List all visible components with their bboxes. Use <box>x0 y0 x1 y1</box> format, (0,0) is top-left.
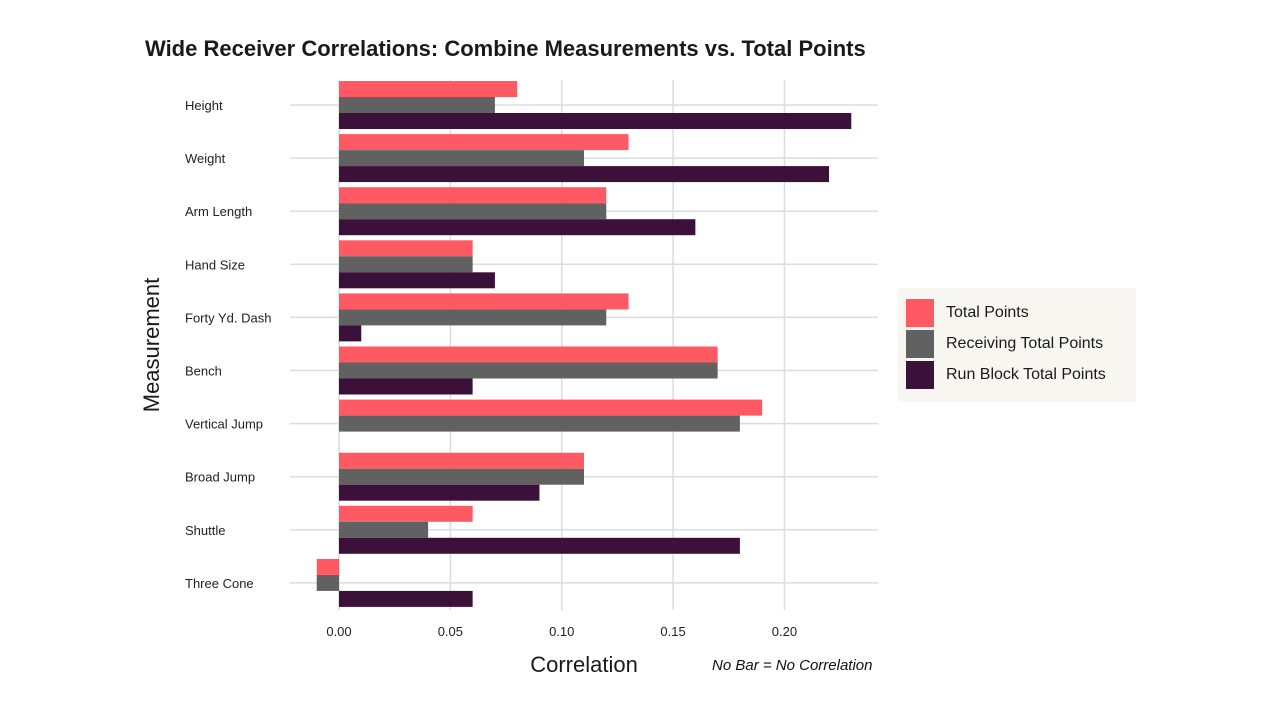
bar-run-block-total-points <box>339 484 540 501</box>
bar-receiving-total-points <box>339 521 429 538</box>
y-tick-label: Bench <box>185 364 222 379</box>
y-tick-label: Broad Jump <box>185 470 255 485</box>
bar-run-block-total-points <box>339 590 473 607</box>
bar-total-points <box>339 346 718 363</box>
bar-receiving-total-points <box>316 574 339 591</box>
y-tick-label: Height <box>185 98 223 113</box>
legend-key <box>906 361 934 389</box>
bar-receiving-total-points <box>339 468 584 485</box>
legend-item: Total Points <box>906 299 1029 327</box>
bar-total-points <box>339 452 584 469</box>
legend-item: Run Block Total Points <box>906 361 1106 389</box>
legend-label: Run Block Total Points <box>946 366 1106 383</box>
bar-run-block-total-points <box>339 113 852 129</box>
bar-receiving-total-points <box>339 256 473 273</box>
bar-run-block-total-points <box>339 537 740 554</box>
legend-key <box>906 330 934 358</box>
chart-title: Wide Receiver Correlations: Combine Meas… <box>145 36 866 61</box>
bar-run-block-total-points <box>339 166 829 183</box>
bar-receiving-total-points <box>339 203 607 220</box>
x-tick-label: 0.15 <box>660 624 685 639</box>
legend-key <box>906 299 934 327</box>
annotation: No Bar = No Correlation <box>712 657 873 674</box>
bar-receiving-total-points <box>339 415 740 432</box>
bar-total-points <box>339 240 473 257</box>
x-tick-label: 0.10 <box>549 624 574 639</box>
bar-total-points <box>339 81 518 97</box>
legend-label: Receiving Total Points <box>946 335 1104 352</box>
legend-item: Receiving Total Points <box>906 330 1103 358</box>
bar-run-block-total-points <box>339 272 495 289</box>
legend: Total Points Receiving Total Points Run Bl… <box>898 288 1136 402</box>
legend-label: Total Points <box>946 304 1029 321</box>
x-axis-label: Correlation <box>530 652 638 677</box>
y-tick-label: Hand Size <box>185 257 245 272</box>
bar-receiving-total-points <box>339 150 584 167</box>
y-tick-label: Forty Yd. Dash <box>185 310 271 325</box>
bar-run-block-total-points <box>339 219 696 236</box>
y-tick-label: Arm Length <box>185 204 252 219</box>
x-tick-label: 0.00 <box>326 624 351 639</box>
x-tick-label: 0.05 <box>438 624 463 639</box>
bar-run-block-total-points <box>339 378 473 395</box>
y-tick-label: Weight <box>185 151 226 166</box>
bar-receiving-total-points <box>339 362 718 379</box>
y-tick-label: Vertical Jump <box>185 417 263 432</box>
y-tick-label: Three Cone <box>185 576 254 591</box>
y-tick-label: Shuttle <box>185 523 225 538</box>
bar-total-points <box>339 505 473 522</box>
bar-total-points <box>339 134 629 151</box>
bar-total-points <box>339 187 607 204</box>
bar-receiving-total-points <box>339 97 495 113</box>
bar-total-points <box>339 399 763 416</box>
bar-total-points <box>316 558 339 575</box>
bar-run-block-total-points <box>339 325 362 342</box>
bar-receiving-total-points <box>339 309 607 326</box>
bar-total-points <box>339 293 629 310</box>
x-tick-label: 0.20 <box>772 624 797 639</box>
